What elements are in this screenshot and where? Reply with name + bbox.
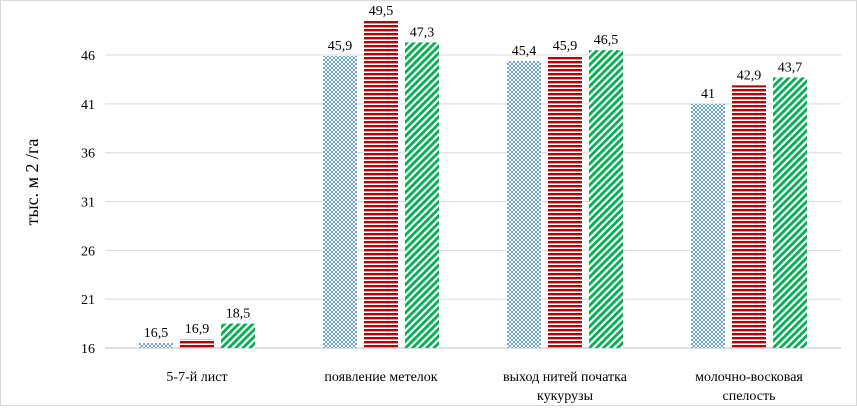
y-tick-label: 46 xyxy=(81,49,95,64)
y-tick-label: 26 xyxy=(81,244,95,259)
data-label: 16,5 xyxy=(144,326,169,341)
data-label: 45,4 xyxy=(512,44,537,59)
data-label: 16,9 xyxy=(185,322,210,337)
y-tick-label: 21 xyxy=(81,293,95,308)
data-label: 45,9 xyxy=(553,39,578,54)
y-tick-label: 41 xyxy=(81,98,95,113)
bar xyxy=(139,343,173,348)
data-label: 43,7 xyxy=(778,61,803,76)
category-label: выход нитей початка xyxy=(503,370,628,385)
bar xyxy=(221,323,255,348)
bar xyxy=(732,85,766,349)
bar xyxy=(323,56,357,349)
category-label: молочно-восковая xyxy=(695,370,803,385)
category-label: 5-7-й лист xyxy=(166,370,227,385)
y-axis-label: тыс. м 2 /га xyxy=(22,139,42,226)
category-label: спелость xyxy=(723,389,776,404)
data-label: 41 xyxy=(701,87,715,102)
data-label: 18,5 xyxy=(226,307,251,322)
bar xyxy=(405,42,439,348)
bar xyxy=(364,20,398,348)
data-labels: 16,5 16,9 18,5 45,9 49,5 47,3 45,4 45,9 46,5 41 42… xyxy=(144,4,803,341)
bar xyxy=(691,103,725,348)
bars xyxy=(139,20,807,349)
category-label: кукурузы xyxy=(537,389,594,404)
data-label: 42,9 xyxy=(737,68,762,83)
y-tick-label: 16 xyxy=(81,342,95,357)
gridlines xyxy=(105,54,841,349)
data-label: 46,5 xyxy=(594,33,619,48)
data-label: 49,5 xyxy=(369,4,394,19)
y-tick-label: 36 xyxy=(81,147,95,162)
bar xyxy=(773,77,807,349)
y-tick-label: 31 xyxy=(81,196,95,211)
bar xyxy=(589,50,623,348)
category-label: появление метелок xyxy=(324,370,437,385)
y-axis-ticks: 16 21 26 31 36 41 46 xyxy=(81,49,95,357)
x-axis-categories: 5-7-й лист появление метелок выход нитей п… xyxy=(166,370,803,404)
data-label: 45,9 xyxy=(328,39,353,54)
bar xyxy=(507,60,541,348)
bar xyxy=(548,56,582,349)
data-label: 47,3 xyxy=(410,25,435,40)
bar xyxy=(180,339,214,348)
